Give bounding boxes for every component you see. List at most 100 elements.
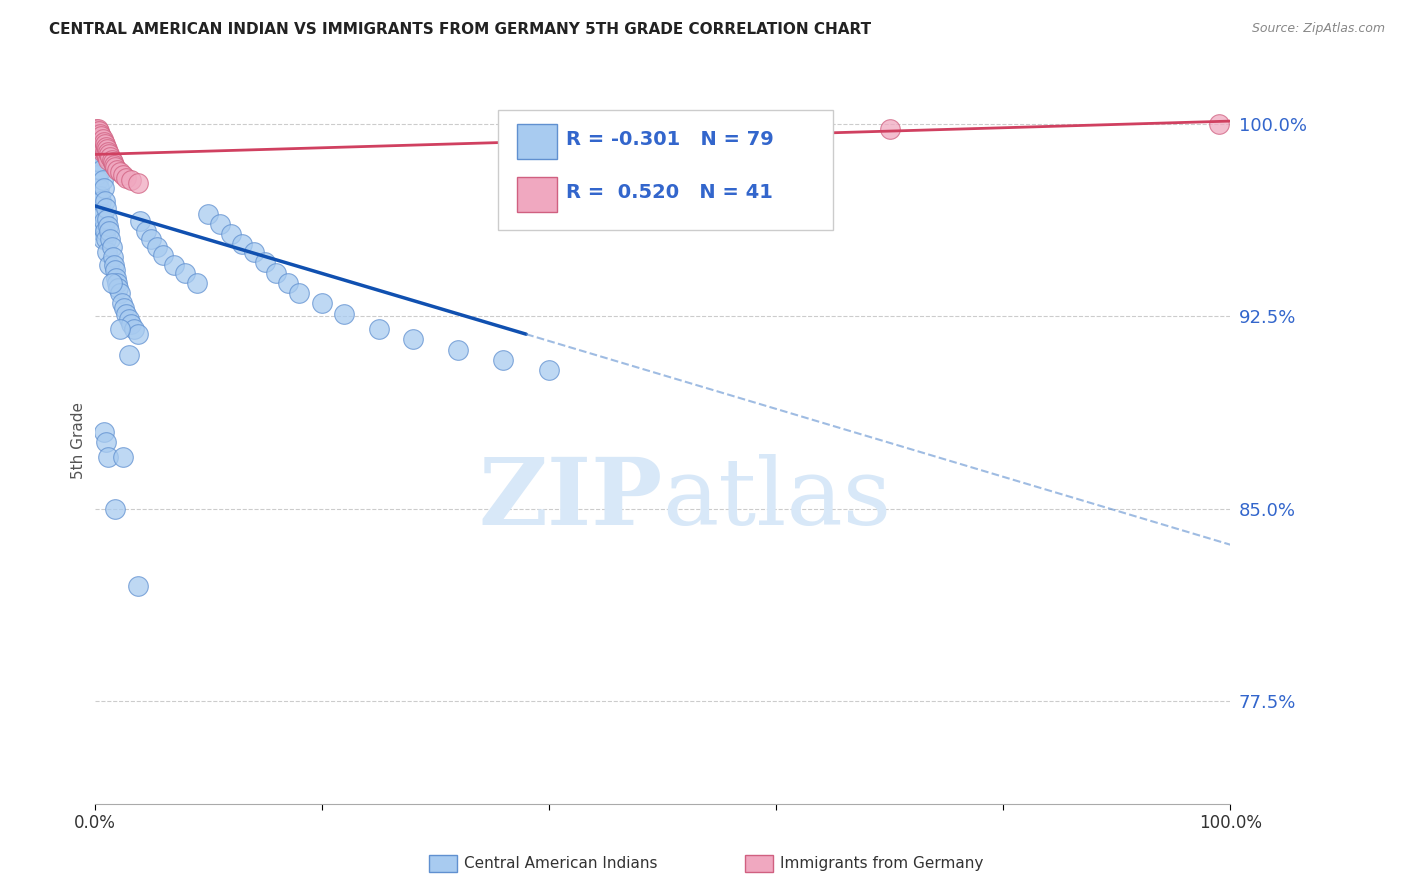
Point xyxy=(87,173,110,187)
Point xyxy=(253,255,276,269)
Point xyxy=(104,263,127,277)
Point xyxy=(127,327,149,342)
Point xyxy=(90,142,112,156)
Point xyxy=(93,425,115,439)
Point xyxy=(100,150,122,164)
FancyBboxPatch shape xyxy=(517,124,557,159)
Point xyxy=(94,232,117,246)
Y-axis label: 5th Grade: 5th Grade xyxy=(72,402,86,479)
Point xyxy=(98,225,121,239)
Point xyxy=(86,124,108,138)
Point xyxy=(91,140,114,154)
Point xyxy=(98,258,121,272)
Point xyxy=(93,142,115,156)
Point xyxy=(186,276,208,290)
Point xyxy=(111,296,134,310)
Point xyxy=(115,170,138,185)
Point xyxy=(879,121,901,136)
FancyBboxPatch shape xyxy=(498,110,832,230)
Point xyxy=(100,276,122,290)
Text: Immigrants from Germany: Immigrants from Germany xyxy=(780,856,984,871)
Point xyxy=(87,129,110,144)
Point xyxy=(100,240,122,254)
Point xyxy=(87,181,110,195)
Point xyxy=(117,348,139,362)
Point xyxy=(537,363,560,377)
Point xyxy=(266,266,288,280)
Point xyxy=(89,155,111,169)
Point xyxy=(97,153,120,167)
Point xyxy=(108,322,131,336)
Point xyxy=(277,276,299,290)
Point xyxy=(129,214,152,228)
Point xyxy=(93,214,115,228)
Point xyxy=(87,124,110,138)
Point xyxy=(93,181,115,195)
Point xyxy=(103,258,125,272)
Point xyxy=(89,188,111,202)
Point xyxy=(127,579,149,593)
Point xyxy=(87,121,110,136)
Point xyxy=(90,137,112,152)
Point xyxy=(91,206,114,220)
Point xyxy=(96,245,118,260)
Point xyxy=(86,127,108,141)
Point xyxy=(333,307,356,321)
Point xyxy=(94,202,117,216)
Point xyxy=(93,135,115,149)
Point xyxy=(90,129,112,144)
Point xyxy=(94,225,117,239)
Point xyxy=(105,276,128,290)
Point xyxy=(91,132,114,146)
Point xyxy=(447,343,470,357)
Point xyxy=(97,450,120,465)
Point xyxy=(208,217,231,231)
Point xyxy=(87,132,110,146)
Point xyxy=(97,219,120,234)
Point xyxy=(87,194,110,208)
Point xyxy=(96,211,118,226)
Point xyxy=(86,155,108,169)
Text: Central American Indians: Central American Indians xyxy=(464,856,658,871)
Point xyxy=(108,165,131,179)
Point xyxy=(87,137,110,152)
Point xyxy=(105,162,128,177)
Point xyxy=(107,281,129,295)
Text: Source: ZipAtlas.com: Source: ZipAtlas.com xyxy=(1251,22,1385,36)
Point xyxy=(100,232,122,246)
Point xyxy=(94,194,117,208)
Point xyxy=(288,286,311,301)
Point xyxy=(135,225,157,239)
Point xyxy=(89,135,111,149)
Point xyxy=(111,450,134,465)
Point xyxy=(104,161,127,175)
Point xyxy=(117,311,139,326)
Point xyxy=(100,153,122,167)
Point xyxy=(87,206,110,220)
Point xyxy=(197,206,219,220)
Point xyxy=(174,266,197,280)
Point xyxy=(242,245,264,260)
Point xyxy=(86,168,108,182)
Point xyxy=(127,176,149,190)
FancyBboxPatch shape xyxy=(517,177,557,212)
Point xyxy=(401,332,423,346)
Text: ZIP: ZIP xyxy=(478,454,662,544)
Point xyxy=(108,286,131,301)
Point xyxy=(101,155,124,169)
Text: R =  0.520   N = 41: R = 0.520 N = 41 xyxy=(565,183,773,202)
Point xyxy=(87,147,110,161)
Point xyxy=(1208,117,1230,131)
Point xyxy=(94,147,117,161)
Point xyxy=(96,142,118,156)
Point xyxy=(311,296,333,310)
Point xyxy=(115,307,138,321)
Point xyxy=(89,129,111,144)
Point xyxy=(141,232,163,246)
Point xyxy=(124,322,146,336)
Point xyxy=(90,225,112,239)
Point xyxy=(104,501,127,516)
Point xyxy=(91,145,114,159)
Point xyxy=(112,301,135,316)
Point xyxy=(94,145,117,159)
